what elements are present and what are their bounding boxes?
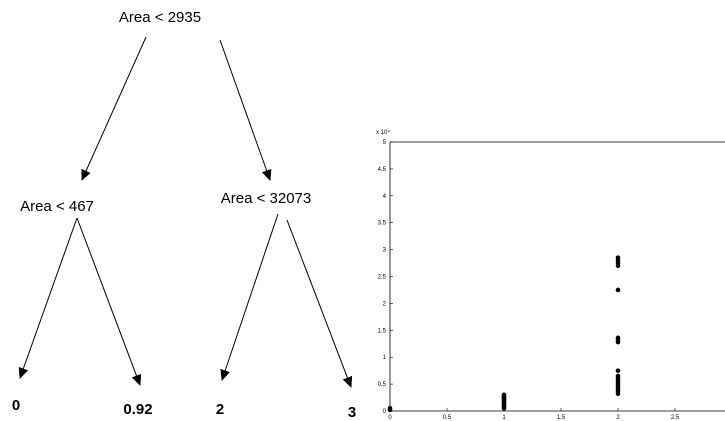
left-node-label: Area < 467 (20, 198, 94, 215)
x-tick-label: 0 (388, 415, 392, 421)
x-tick-label: 0.5 (443, 415, 452, 421)
y-tick-label: 3 (383, 248, 387, 254)
scatter-chart: x 10⁴ 0 0.5 1 1.5 2 2.5 3 3.5 4 4.5 5 0 0.5 1 1.5 2 2.5 (376, 129, 725, 421)
x-tick-label: 1.5 (557, 415, 566, 421)
plot-frame (389, 141, 725, 412)
y-tick-label: 4 (383, 194, 387, 200)
x-tick-label: 1 (502, 415, 506, 421)
scatter-point (615, 255, 621, 260)
y-tick-label: 4.5 (378, 167, 387, 173)
decision-tree: Area < 2935 Area < 467 Area < 32073 0 0.… (12, 9, 356, 421)
leaf-label-0: 0 (12, 397, 20, 414)
edge-right-leaf-2 (220, 213, 279, 381)
scatter-point (387, 406, 393, 411)
scatter-point (615, 373, 621, 379)
leaf-label-2: 2 (216, 401, 224, 418)
edge-left-leaf-0 (18, 217, 78, 379)
root-node-label: Area < 2935 (119, 9, 201, 26)
right-node-label: Area < 32073 (221, 190, 312, 207)
y-tick-label: 2.5 (378, 275, 387, 281)
y-tick-label: 2 (383, 301, 387, 307)
x-axis-ticks: 0 0.5 1 1.5 2 2.5 (388, 408, 680, 421)
y-tick-label: 1 (383, 355, 387, 361)
scatter-point (615, 335, 621, 341)
y-tick-label: 3.5 (378, 221, 387, 227)
y-tick-label: 1.5 (378, 328, 387, 334)
x-tick-label: 2.5 (671, 415, 680, 421)
y-exponent-label: x 10⁴ (376, 129, 390, 136)
scatter-point (501, 392, 507, 398)
leaf-label-1: 0.92 (123, 401, 152, 418)
y-tick-label: 0 (383, 409, 387, 415)
x-tick-label: 2 (616, 415, 620, 421)
scatter-points (387, 255, 621, 413)
edge-left-leaf-1 (76, 217, 142, 386)
edge-right-leaf-3 (286, 219, 353, 388)
scatter-point (615, 368, 621, 373)
edge-root-left (81, 36, 147, 181)
edge-root-right (219, 39, 272, 181)
y-axis-ticks: 0 0.5 1 1.5 2 2.5 3 3.5 4 4.5 5 (378, 140, 393, 415)
leaf-label-3: 3 (348, 404, 356, 421)
scatter-point (615, 287, 621, 293)
y-tick-label: 5 (383, 140, 387, 146)
y-tick-label: 0.5 (378, 382, 387, 388)
